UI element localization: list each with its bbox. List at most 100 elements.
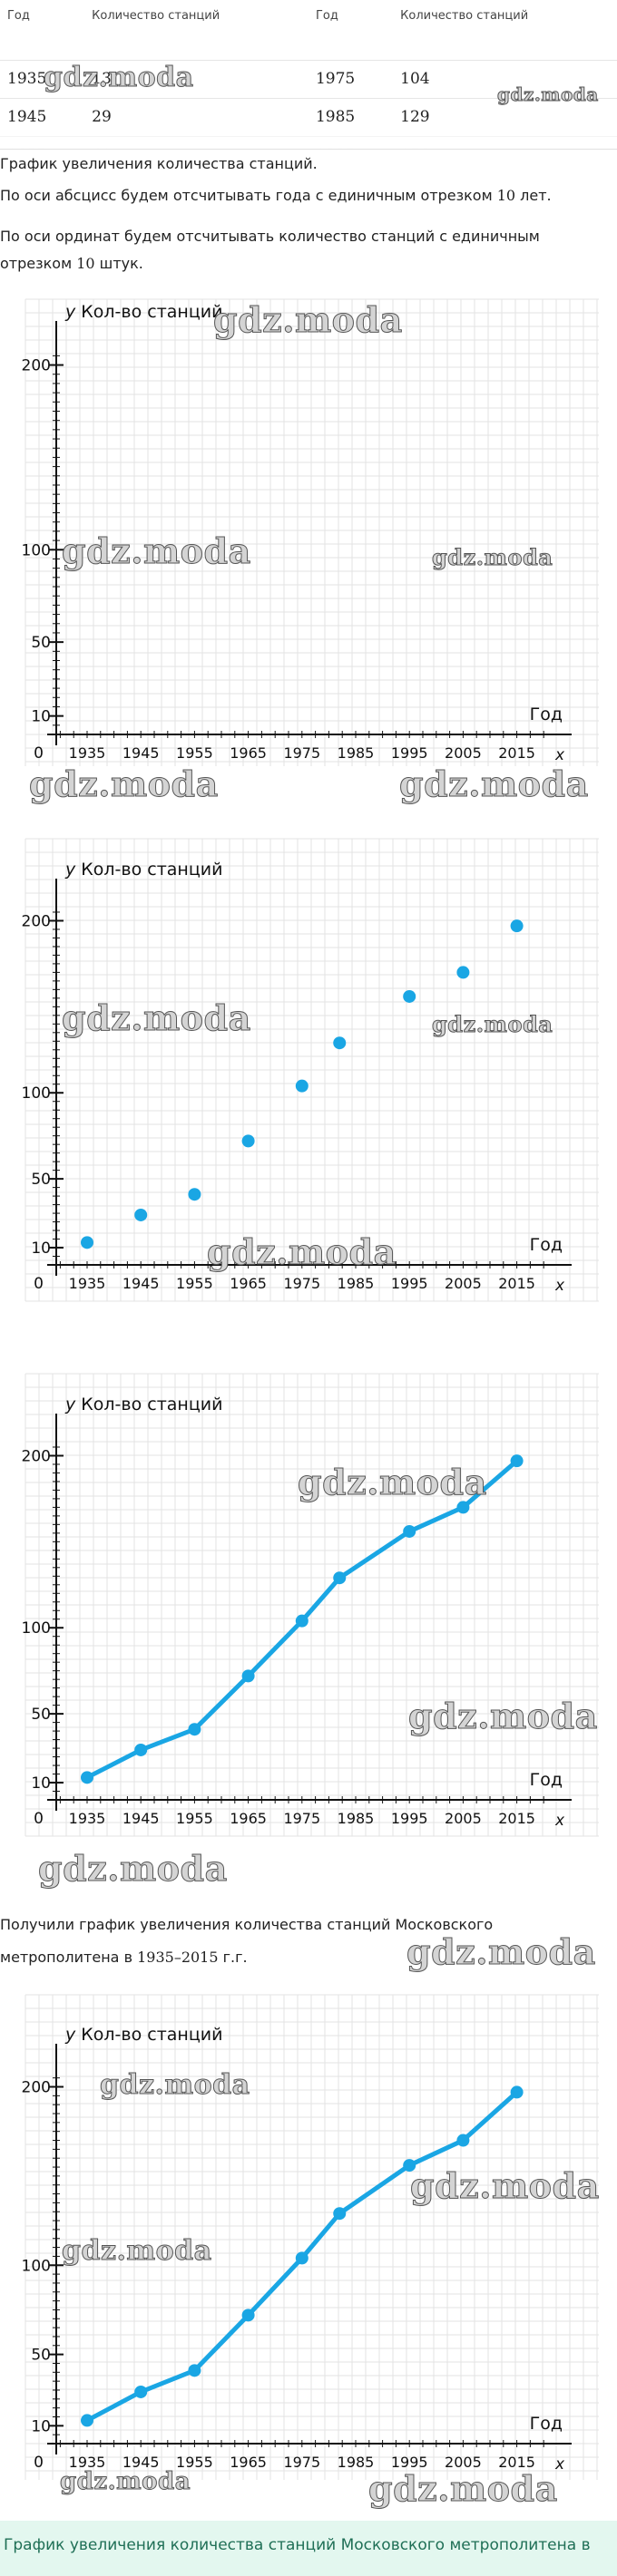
watermark: gdz.moda: [38, 1848, 228, 1890]
x-tick-label: 1935: [69, 1810, 106, 1827]
chart-panel-final: 10 50 100 200 1935 1945 1955 1965 1975 1985 1995 20…: [0, 1986, 617, 2503]
paragraph-conclusion: Получили график увеличения количества ст…: [0, 1909, 608, 1974]
data-point: [403, 1524, 416, 1538]
data-point: [510, 1454, 524, 1468]
data-point: [241, 2309, 255, 2322]
y-tick-label: 200: [22, 2079, 51, 2097]
data-point: [295, 2251, 308, 2265]
watermark: gdz.moda: [100, 2069, 250, 2102]
watermark: gdz.moda: [298, 1462, 487, 1503]
x-tick-label: 1965: [230, 1810, 267, 1827]
origin-label: 0: [34, 744, 44, 763]
watermark: gdz.moda: [497, 83, 599, 106]
data-point: [456, 1501, 470, 1514]
x-tick-label: 1945: [122, 1275, 160, 1292]
y-axis-label: y Кол-во станций: [64, 302, 222, 322]
watermark: gdz.moda: [62, 997, 251, 1039]
x-tick-label: 1995: [391, 744, 428, 762]
origin-label: 0: [34, 1810, 44, 1828]
data-point: [81, 2414, 93, 2427]
origin-label: 0: [34, 1275, 44, 1293]
y-axis-label: y Кол-во станций: [64, 860, 222, 880]
stations-table: Год Количество станций Год Количество ст…: [0, 0, 617, 149]
data-point: [241, 1669, 255, 1683]
watermark: gdz.moda: [62, 530, 251, 572]
y-tick-label: 10: [31, 1239, 51, 1258]
data-point: [188, 1188, 201, 1201]
y-tick-label: 200: [22, 912, 51, 930]
watermark: gdz.moda: [406, 1931, 596, 1973]
x-tick-label: 1945: [122, 744, 160, 762]
data-point: [456, 2134, 470, 2147]
x-tick-label: 2005: [445, 1810, 482, 1827]
y-tick-label: 50: [31, 2347, 51, 2365]
y-axis-letter: y: [64, 302, 81, 322]
y-tick-label: 10: [31, 2417, 51, 2435]
y-axis-label: y Кол-во станций: [64, 1395, 222, 1414]
y-axis-letter: y: [64, 2025, 81, 2045]
x-tick-label: 1945: [122, 1810, 160, 1827]
y-tick-label: 10: [31, 708, 51, 726]
y-tick-label: 50: [31, 1171, 51, 1189]
chart-line-final: 10 50 100 200 1935 1945 1955 1965 1975 1985 1995 20…: [22, 1994, 599, 2480]
chart-panel-points: 10 50 100 200 1935 1945 1955 1965 1975 1985 1995 20…: [0, 830, 617, 1319]
data-point: [456, 966, 470, 979]
watermark: gdz.moda: [368, 2468, 558, 2510]
math-value: 10: [496, 187, 516, 204]
x-tick-label: 2005: [445, 744, 482, 762]
watermark: gdz.moda: [213, 299, 403, 341]
data-point: [81, 1771, 93, 1784]
table-header-row: Год Количество станций Год Количество ст…: [0, 0, 617, 61]
y-tick-label: 200: [22, 357, 51, 375]
paragraph-x-axis: По оси абсцисс будем отсчитывать года с …: [0, 182, 608, 209]
grid: [24, 1373, 599, 1837]
x-tick-label: 1965: [230, 2454, 267, 2471]
y-tick-label: 200: [22, 1447, 51, 1465]
x-tick-label: 2005: [445, 2454, 482, 2471]
data-point: [403, 989, 416, 1003]
data-point: [134, 1208, 148, 1221]
y-axis-letter: y: [64, 860, 81, 880]
x-tick-label: 1995: [391, 2454, 428, 2471]
chart-line: 10 50 100 200 1935 1945 1955 1965 1975 1985 1995 20…: [22, 1373, 599, 1837]
table-header-count-2: Количество станций: [393, 0, 617, 61]
grid: [24, 298, 599, 766]
data-point: [510, 2085, 524, 2099]
data-point: [241, 1134, 255, 1148]
data-point: [510, 919, 524, 933]
chart-axes-only: 10 50 100 200 1935 1945 1955 1965 1975 1985 1995 20…: [22, 298, 599, 766]
x-tick-label: 1965: [230, 1275, 267, 1292]
table-cell: 13: [84, 60, 308, 99]
table-cell: 1975: [308, 60, 394, 99]
grid: [24, 838, 599, 1302]
paragraph-text: График увеличения количества станций.: [0, 155, 318, 172]
x-tick-label: 1985: [338, 2454, 375, 2471]
y-tick-label: 50: [31, 1706, 51, 1724]
x-tick-label: 1975: [283, 1275, 320, 1292]
table-header-count-1: Количество станций: [84, 0, 308, 61]
y-axis-title: Кол-во станций: [81, 860, 222, 880]
data-table-container: Год Количество станций Год Количество ст…: [0, 0, 617, 150]
data-point: [81, 1236, 93, 1249]
table-fade: [0, 122, 617, 149]
y-tick-label: 100: [22, 2257, 51, 2275]
y-axis-title: Кол-во станций: [81, 1395, 222, 1414]
watermark: gdz.moda: [399, 763, 589, 805]
x-tick-label: 1945: [122, 2454, 160, 2471]
x-axis-letter: x: [554, 1277, 565, 1295]
data-point: [188, 2364, 201, 2377]
watermark: gdz.moda: [59, 2468, 191, 2496]
y-tick-label: 50: [31, 634, 51, 652]
table-header-year-1: Год: [0, 0, 85, 61]
math-value: 10: [76, 255, 95, 272]
paragraph-text: Получили график увеличения количества ст…: [0, 1916, 494, 1966]
x-axis-label: Год: [530, 705, 563, 724]
table-row: 1935 13 1975 104: [0, 60, 617, 99]
data-point: [134, 1743, 148, 1756]
watermark: gdz.moda: [408, 1696, 598, 1737]
watermark: gdz.moda: [207, 1231, 397, 1273]
y-axis-title: Кол-во станций: [81, 2025, 222, 2045]
watermark: gdz.moda: [410, 2165, 600, 2207]
x-tick-label: 1975: [283, 2454, 320, 2471]
table-header-year-2: Год: [308, 0, 394, 61]
